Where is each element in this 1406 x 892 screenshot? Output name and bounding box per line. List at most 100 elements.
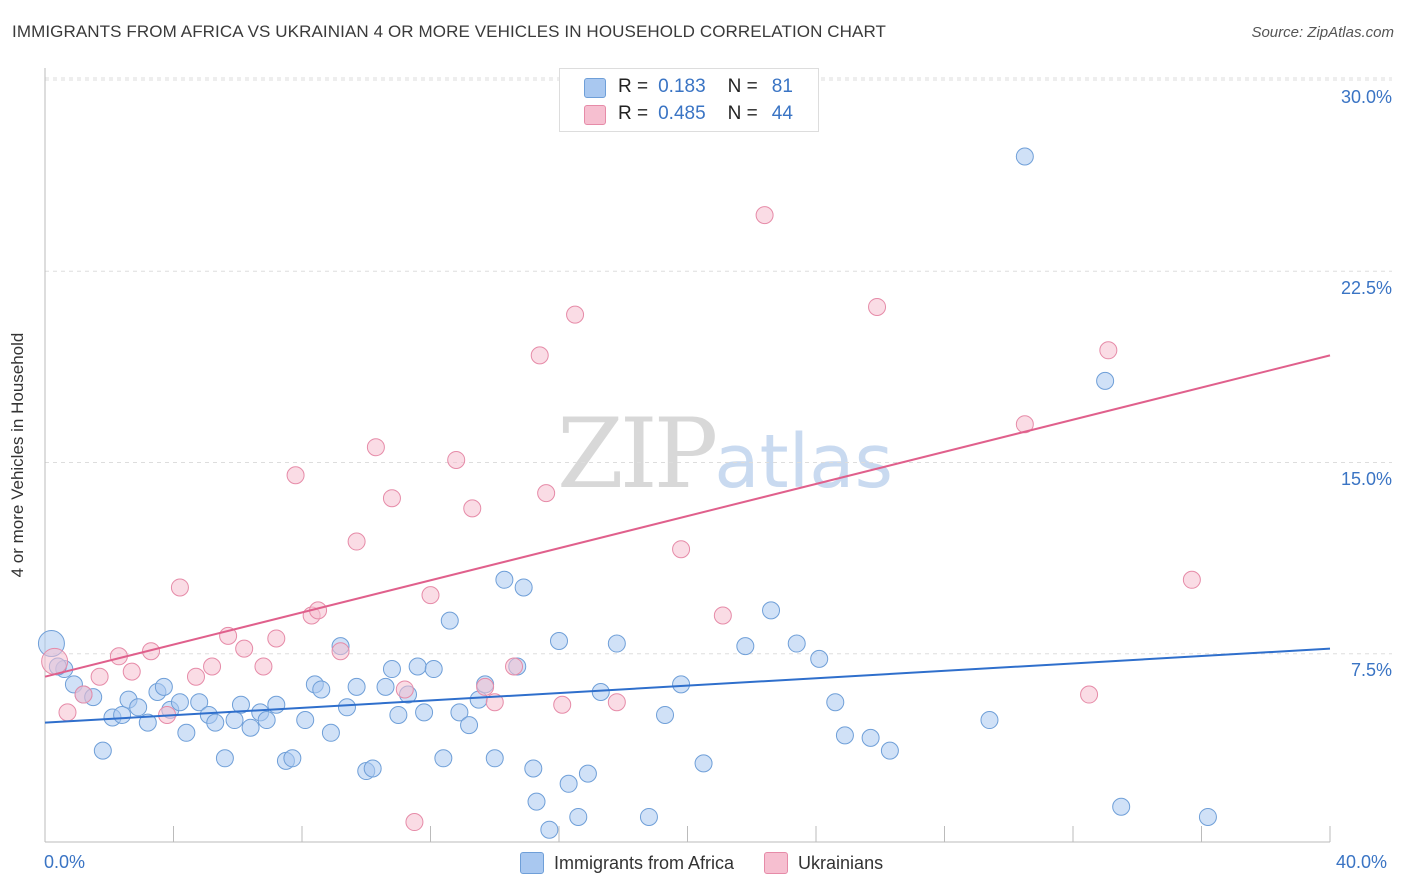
trend-line-ukrainians <box>44 354 1331 678</box>
point-africa <box>321 723 340 742</box>
point-africa <box>514 578 533 597</box>
y-tick-label: 15.0% <box>1340 469 1392 489</box>
point-africa <box>524 759 543 778</box>
x-tick-label: 0.0% <box>44 852 86 872</box>
point-africa <box>206 713 225 732</box>
point-ukrainians <box>405 813 424 832</box>
point-africa <box>980 711 999 730</box>
n-label: N = <box>727 76 758 97</box>
point-ukrainians <box>755 206 774 225</box>
trend-lines <box>44 354 1331 724</box>
point-africa <box>485 749 504 768</box>
data-points <box>37 99 1217 839</box>
chart-title: IMMIGRANTS FROM AFRICA VS UKRAINIAN 4 OR… <box>12 22 887 41</box>
point-africa <box>415 703 434 722</box>
gridlines <box>45 77 1392 655</box>
r-value: 0.485 <box>658 103 706 124</box>
point-africa <box>527 792 546 811</box>
trend-line-africa <box>44 647 1331 724</box>
point-africa <box>283 749 302 768</box>
y-tick-label: 7.5% <box>1350 660 1392 680</box>
n-value: 44 <box>771 103 793 124</box>
point-africa <box>363 759 382 778</box>
point-ukrainians <box>447 450 466 469</box>
point-africa <box>225 711 244 730</box>
r-label: R = <box>618 103 649 124</box>
point-africa <box>177 723 196 742</box>
point-africa <box>762 601 781 620</box>
point-africa <box>607 634 626 653</box>
point-africa <box>138 713 157 732</box>
y-tick-label: 22.5% <box>1340 278 1392 298</box>
point-ukrainians <box>1182 570 1201 589</box>
point-ukrainians <box>90 667 109 686</box>
point-africa <box>1198 807 1217 826</box>
legend-swatch-africa <box>584 78 606 98</box>
point-ukrainians <box>331 642 350 661</box>
point-africa <box>337 698 356 717</box>
point-ukrainians <box>476 677 495 696</box>
stats-row-africa: R = 0.183 N = 81 <box>584 76 793 98</box>
point-ukrainians <box>254 657 273 676</box>
point-africa <box>93 741 112 760</box>
point-ukrainians <box>553 695 572 714</box>
point-africa <box>450 703 469 722</box>
point-ukrainians <box>672 540 691 559</box>
point-africa <box>1015 147 1034 166</box>
point-ukrainians <box>505 657 524 676</box>
point-africa <box>231 695 250 714</box>
point-ukrainians <box>566 305 585 324</box>
point-africa <box>154 677 173 696</box>
point-africa <box>347 677 366 696</box>
point-africa <box>1112 797 1131 816</box>
point-ukrainians <box>530 346 549 365</box>
point-ukrainians <box>713 606 732 625</box>
point-africa <box>835 726 854 745</box>
r-value: 0.183 <box>658 76 706 97</box>
point-africa <box>241 718 260 737</box>
point-africa <box>736 637 755 656</box>
point-africa <box>591 683 610 701</box>
point-africa <box>389 705 408 724</box>
point-ukrainians <box>463 499 482 518</box>
point-africa <box>569 807 588 826</box>
legend-item-ukrainians: Ukrainians <box>764 852 883 874</box>
point-africa <box>540 820 559 839</box>
point-ukrainians <box>607 693 626 712</box>
stats-row-ukrainians: R = 0.485 N = 44 <box>584 103 793 125</box>
n-value: 81 <box>771 76 793 97</box>
r-label: R = <box>618 76 649 97</box>
legend-label-ukrainians: Ukrainians <box>798 852 884 873</box>
point-africa <box>694 754 713 773</box>
point-africa <box>639 807 658 826</box>
point-africa <box>408 657 427 676</box>
point-ukrainians <box>421 586 440 605</box>
y-axis-label: 4 or more Vehicles in Household <box>8 332 27 578</box>
point-africa <box>656 705 675 724</box>
point-africa <box>578 764 597 783</box>
source-credit: Source: ZipAtlas.com <box>1251 24 1394 41</box>
x-tick-label: 40.0% <box>1336 852 1388 872</box>
point-africa <box>550 632 568 650</box>
point-africa <box>1096 371 1115 390</box>
point-africa <box>826 693 845 712</box>
axes <box>44 68 1331 843</box>
point-africa <box>376 677 395 696</box>
point-africa <box>434 749 453 768</box>
point-ukrainians <box>395 680 414 699</box>
point-ukrainians <box>1099 341 1118 360</box>
point-ukrainians <box>868 297 887 316</box>
point-africa <box>880 741 899 760</box>
point-africa <box>296 711 315 730</box>
point-africa <box>215 749 234 768</box>
point-africa <box>190 693 209 712</box>
point-ukrainians <box>347 532 366 551</box>
point-africa <box>267 695 286 714</box>
point-ukrainians <box>203 657 222 676</box>
point-africa <box>129 698 148 717</box>
legend-item-africa: Immigrants from Africa <box>520 852 734 874</box>
bottom-legend: Immigrants from Africa Ukrainians <box>520 852 883 874</box>
point-africa <box>312 680 331 699</box>
point-africa <box>460 716 479 735</box>
